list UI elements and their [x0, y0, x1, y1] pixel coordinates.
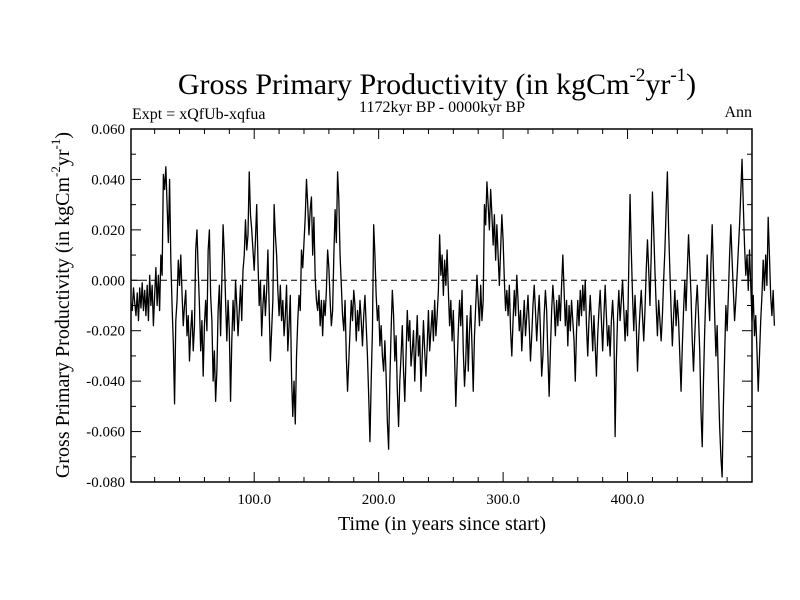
y-tick-label: -0.080 [86, 475, 125, 491]
title-text: Gross Primary Productivity (in kgCm [178, 68, 630, 101]
x-ticks [154, 129, 728, 482]
title-sup-1: -2 [630, 65, 646, 86]
y-tick-label: 0.040 [91, 172, 125, 188]
ylabel-mid: yr [52, 149, 74, 166]
ylabel-end: ) [52, 132, 74, 139]
y-tick-label: -0.060 [86, 425, 125, 441]
x-tick-label: 300.0 [486, 492, 520, 508]
y-tick-labels: -0.080 -0.060 -0.040 -0.020 0.000 0.020 0.040 0… [86, 122, 125, 491]
x-tick-label: 400.0 [611, 492, 645, 508]
x-tick-labels: 100.0 200.0 300.0 400.0 [237, 492, 644, 508]
ylabel-sup-1: -2 [48, 166, 63, 177]
subtitle-center: 1172kyr BP - 0000kyr BP [359, 99, 525, 116]
ylabel-text: Gross Primary Productivity (in kgCm [52, 177, 74, 479]
y-tick-label: 0.020 [91, 223, 125, 239]
svg-text:Gross Primary Productivity (in: Gross Primary Productivity (in kgCm-2yr-… [178, 65, 696, 101]
svg-text:Gross Primary Productivity (in: Gross Primary Productivity (in kgCm-2yr-… [48, 132, 74, 478]
series-line-gpp [130, 158, 776, 478]
y-tick-label: -0.040 [86, 374, 125, 390]
title-mid: yr [645, 68, 670, 101]
x-tick-label: 100.0 [237, 492, 271, 508]
y-tick-label: -0.020 [86, 324, 125, 340]
x-tick-label: 200.0 [362, 492, 396, 508]
y-tick-label: 0.000 [91, 273, 125, 289]
subtitle-left: Expt = xQfUb-xqfua [132, 106, 265, 123]
title-end: ) [686, 68, 696, 101]
title-sup-2: -1 [670, 65, 686, 86]
subtitle-right: Ann [724, 104, 752, 121]
ylabel-sup-2: -1 [48, 139, 63, 150]
plot-frame [130, 128, 753, 483]
x-axis-title: Time (in years since start) [338, 513, 546, 535]
y-tick-label: 0.060 [91, 122, 125, 138]
y-axis-title: Gross Primary Productivity (in kgCm-2yr-… [48, 132, 74, 478]
chart-title: Gross Primary Productivity (in kgCm-2yr-… [178, 65, 696, 101]
